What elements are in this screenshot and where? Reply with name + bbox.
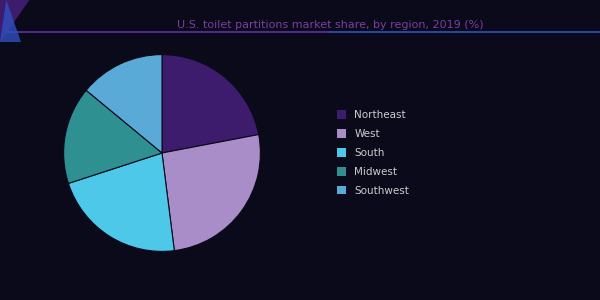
Wedge shape [86,55,162,153]
Wedge shape [162,55,259,153]
Polygon shape [0,0,29,42]
Polygon shape [0,0,21,42]
Wedge shape [162,135,260,250]
Wedge shape [64,90,162,183]
Legend: Northeast, West, South, Midwest, Southwest: Northeast, West, South, Midwest, Southwe… [331,105,415,201]
Text: U.S. toilet partitions market share, by region, 2019 (%): U.S. toilet partitions market share, by … [176,20,484,29]
Wedge shape [68,153,175,251]
